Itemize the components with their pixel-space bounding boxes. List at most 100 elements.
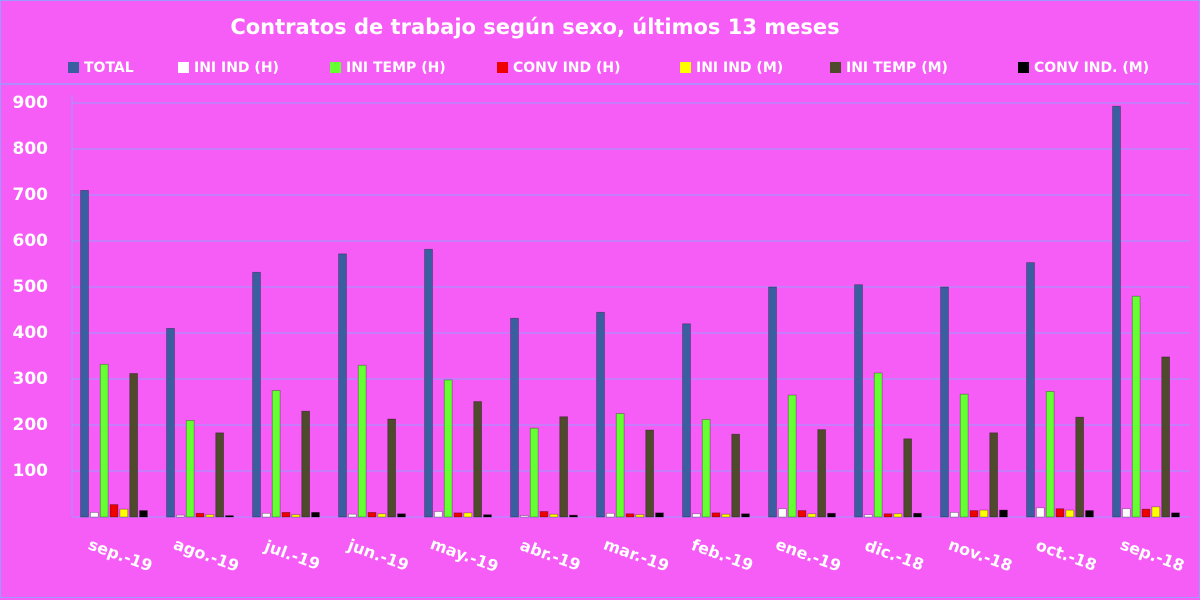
- bar: [443, 379, 453, 518]
- bar: [311, 512, 320, 518]
- legend-swatch: [68, 62, 79, 73]
- bar: [655, 512, 664, 518]
- y-tick-label: 800: [13, 139, 49, 159]
- bar: [205, 514, 215, 518]
- bar: [903, 438, 912, 518]
- y-tick-label: 100: [13, 461, 49, 481]
- bar: [225, 515, 234, 518]
- bar: [185, 419, 195, 518]
- legend-label: INI IND (H): [194, 60, 279, 76]
- legend-swatch: [178, 62, 189, 73]
- bar: [635, 514, 645, 518]
- bar: [817, 429, 826, 518]
- x-tick-label: jul.-19: [261, 536, 322, 574]
- bar: [711, 512, 721, 518]
- bar: [596, 311, 605, 518]
- x-tick-label: may.-19: [428, 534, 501, 576]
- y-tick-label: 500: [13, 277, 49, 297]
- bar: [262, 512, 271, 518]
- bar: [979, 509, 989, 518]
- x-tick-label: dic.-18: [862, 536, 926, 575]
- bar: [692, 513, 701, 518]
- x-tick-label: sep.-19: [86, 535, 155, 576]
- bar: [645, 429, 654, 518]
- x-tick-label: mar.-19: [601, 534, 671, 575]
- x-tick-label: oct.-18: [1033, 535, 1099, 574]
- bar: [377, 513, 387, 518]
- bar: [682, 323, 691, 518]
- legend-label: CONV IND (H): [513, 60, 621, 76]
- bar: [701, 419, 711, 518]
- y-tick-label: 300: [13, 369, 49, 389]
- bar: [1131, 295, 1141, 518]
- x-tick-label: ago.-19: [171, 534, 242, 575]
- legend-swatch: [497, 62, 508, 73]
- bar: [195, 512, 205, 518]
- bar: [539, 511, 549, 518]
- bar: [959, 393, 969, 518]
- bar: [625, 513, 635, 518]
- bar: [1161, 356, 1170, 518]
- y-tick-label: 900: [13, 93, 49, 113]
- legend-swatch: [680, 62, 691, 73]
- bar: [854, 284, 863, 518]
- legend-swatch: [1018, 62, 1029, 73]
- bar: [129, 373, 138, 518]
- bar: [301, 410, 310, 518]
- bar: [529, 427, 539, 518]
- legend-swatch: [330, 62, 341, 73]
- bar: [453, 512, 463, 518]
- legend-label: CONV IND. (M): [1034, 60, 1149, 76]
- bar: [510, 317, 519, 518]
- legend-label: INI TEMP (M): [846, 60, 948, 76]
- bar: [1026, 262, 1035, 518]
- bar: [873, 372, 883, 518]
- x-tick-label: ene.-19: [773, 534, 843, 575]
- bar: [1036, 507, 1045, 518]
- bar: [281, 512, 291, 518]
- bar: [338, 253, 347, 518]
- bar: [252, 271, 261, 518]
- bar: [768, 286, 777, 518]
- y-tick-label: 200: [13, 415, 49, 435]
- legend-label: INI TEMP (H): [346, 60, 446, 76]
- legend-label: INI IND (M): [696, 60, 783, 76]
- bar: [883, 513, 893, 518]
- bar: [215, 432, 224, 518]
- bar: [721, 513, 731, 518]
- bar: [778, 508, 787, 518]
- bar: [1045, 391, 1055, 518]
- bar: [387, 418, 396, 518]
- bar: [139, 510, 148, 518]
- bar: [1085, 510, 1094, 518]
- bar: [434, 511, 443, 518]
- bar: [827, 512, 836, 518]
- bar: [1065, 509, 1075, 518]
- y-tick-label: 700: [13, 185, 49, 205]
- bar: [397, 513, 406, 518]
- x-tick-label: jun.-19: [344, 535, 411, 575]
- bar: [109, 504, 119, 518]
- chart-title: Contratos de trabajo según sexo, últimos…: [230, 15, 839, 39]
- y-tick-label: 600: [13, 231, 49, 251]
- bar: [731, 433, 740, 518]
- bar: [999, 509, 1008, 518]
- bar: [1141, 508, 1151, 518]
- bar: [463, 512, 473, 518]
- bar: [615, 413, 625, 518]
- bar: [864, 514, 873, 518]
- bar: [549, 513, 559, 518]
- legend-swatch: [830, 62, 841, 73]
- bar: [1112, 105, 1121, 518]
- bar: [969, 510, 979, 518]
- bar: [940, 286, 949, 518]
- x-tick-label: feb.-19: [689, 535, 756, 575]
- bar: [176, 514, 185, 518]
- bar: [559, 416, 568, 518]
- bar: [913, 512, 922, 518]
- bar: [166, 327, 175, 518]
- bar: [1122, 508, 1131, 518]
- bar: [90, 512, 99, 518]
- bar: [569, 514, 578, 518]
